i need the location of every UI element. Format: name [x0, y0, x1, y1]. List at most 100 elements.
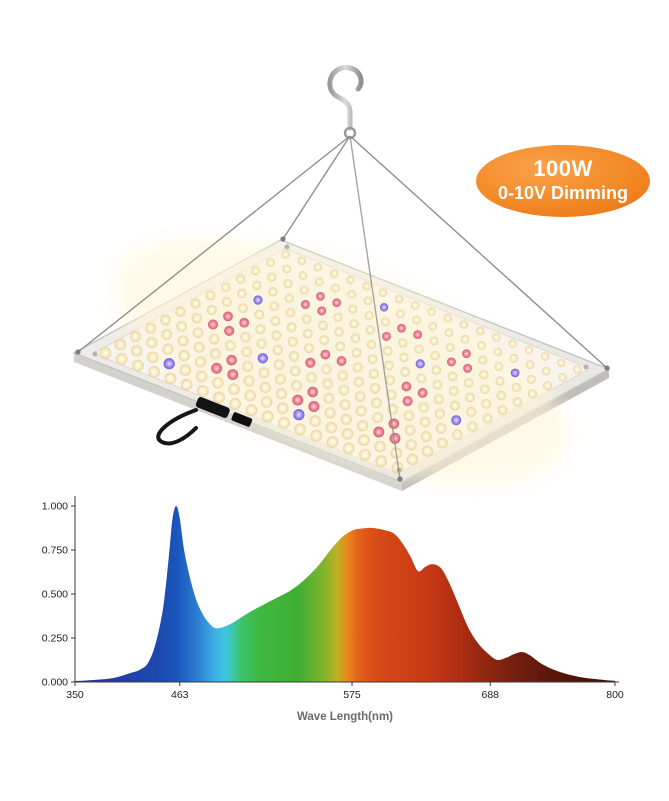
x-tick-label: 463 [171, 689, 189, 701]
red-led [373, 426, 385, 438]
warm-white-led [130, 345, 143, 357]
led-array [99, 250, 582, 474]
warm-white-led [525, 360, 535, 370]
warm-white-led [466, 406, 477, 418]
x-tick-label: 800 [606, 689, 624, 701]
wire-clip [75, 349, 81, 355]
warm-white-led [340, 413, 352, 425]
warm-white-led [380, 317, 390, 327]
warm-white-led [271, 330, 282, 341]
warm-white-led [208, 333, 220, 345]
warm-white-led [289, 365, 301, 377]
warm-white-led [509, 353, 519, 363]
red-led [316, 306, 327, 316]
red-led [332, 298, 342, 308]
warm-white-led [131, 359, 144, 372]
warm-white-led [421, 445, 434, 457]
blue-led [253, 295, 263, 305]
warm-white-led [397, 338, 408, 348]
warm-white-led [355, 405, 367, 417]
warm-white-led [495, 376, 505, 386]
warm-white-led [228, 383, 240, 396]
wire [349, 135, 401, 480]
warm-white-led [99, 346, 112, 359]
warm-white-led [492, 333, 501, 342]
warm-white-led [205, 290, 216, 301]
warm-white-led [196, 385, 209, 397]
warm-white-led [283, 279, 293, 289]
warm-white-led [467, 421, 478, 432]
warm-white-led [414, 344, 424, 354]
warm-white-led [310, 429, 323, 442]
warm-white-led [372, 411, 384, 424]
red-led [227, 368, 239, 381]
warm-white-led [404, 424, 416, 436]
warm-white-led [258, 367, 270, 379]
warm-white-led [451, 429, 463, 441]
red-led [292, 394, 304, 406]
warm-white-led [180, 378, 193, 391]
warm-white-led [430, 350, 440, 361]
power-badge: 100W 0-10V Dimming [476, 145, 650, 217]
warm-white-led [476, 341, 486, 351]
warm-white-led [445, 342, 455, 353]
red-led [461, 349, 472, 359]
warm-white-led [348, 304, 358, 314]
warm-white-led [412, 315, 421, 325]
red-led [210, 362, 223, 374]
warm-white-led [448, 386, 459, 397]
warm-white-led [146, 337, 158, 349]
red-led [239, 317, 250, 328]
warm-white-led [410, 301, 420, 310]
warm-white-led [460, 334, 470, 344]
warm-white-led [385, 374, 396, 386]
hanging-hook [327, 65, 364, 131]
warm-white-led [211, 376, 224, 389]
warm-white-led [282, 264, 292, 274]
warm-white-led [350, 333, 361, 344]
warm-white-led [374, 440, 386, 453]
warm-white-led [275, 388, 288, 400]
wire-clip [604, 365, 610, 371]
warm-white-led [259, 381, 271, 394]
blue-led [163, 357, 176, 370]
warm-white-led [285, 307, 296, 318]
warm-white-led [277, 416, 290, 429]
y-tick-label: 0.250 [42, 633, 68, 645]
red-led [320, 349, 331, 360]
warm-white-led [475, 326, 485, 336]
red-led [413, 330, 423, 340]
red-led [381, 331, 392, 342]
y-tick-label: 0.750 [42, 545, 68, 557]
warm-white-led [496, 390, 507, 401]
warm-white-led [190, 298, 201, 309]
warm-white-led [354, 391, 366, 402]
red-led [401, 381, 412, 392]
warm-white-led [254, 309, 265, 320]
warm-white-led [349, 318, 359, 329]
hanging-wires [75, 135, 610, 482]
red-led [226, 354, 238, 366]
warm-white-led [301, 314, 312, 324]
cable-connector [231, 412, 253, 427]
warm-white-led [114, 338, 127, 351]
warm-white-led [237, 303, 249, 314]
warm-white-led [351, 347, 362, 358]
warm-white-led [383, 360, 394, 371]
warm-white-led [306, 371, 317, 383]
warm-white-led [286, 322, 297, 333]
warm-white-led [368, 368, 380, 379]
wire-clip [280, 236, 286, 242]
blue-led [510, 368, 520, 378]
spectrum-area [75, 505, 615, 682]
warm-white-led [272, 344, 284, 356]
warm-white-led [242, 360, 254, 372]
warm-white-led [541, 366, 551, 376]
red-led [222, 311, 234, 322]
warm-white-led [427, 307, 436, 317]
warm-white-led [365, 325, 376, 335]
warm-white-led [400, 366, 411, 377]
corner-screws [92, 244, 589, 473]
